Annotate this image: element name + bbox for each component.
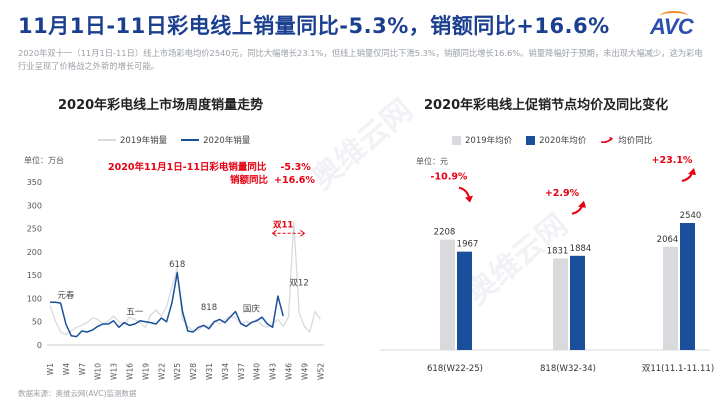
bar-chart-unit: 单位：元 xyxy=(416,157,448,166)
x-tick-label: W1 xyxy=(46,363,55,375)
legend-swatch-2020 xyxy=(181,139,200,141)
yoy-down-arrow-icon xyxy=(458,186,470,198)
bar-2019 xyxy=(553,258,568,350)
series-2020-line xyxy=(50,272,284,338)
x-tick-label: W19 xyxy=(141,363,150,380)
bar-2020 xyxy=(457,251,472,350)
y-tick-label: 300 xyxy=(27,201,42,210)
legend-label-2019-price: 2019年均价 xyxy=(465,136,513,146)
y-tick-label: 50 xyxy=(32,318,42,327)
x-tick-label: W49 xyxy=(300,363,309,380)
peak-label: 元春 xyxy=(57,290,75,301)
yoy-label: +23.1% xyxy=(652,155,693,166)
bar-2019 xyxy=(440,239,455,350)
category-label: 818(W32-34) xyxy=(540,364,596,374)
x-tick-label: W16 xyxy=(126,363,135,380)
bracket-right-arrow-icon xyxy=(300,229,306,237)
x-tick-label: W43 xyxy=(269,363,278,380)
bar-chart-title: 2020年彩电线上促销节点均价及同比变化 xyxy=(424,98,669,113)
headline-2: 销额同比 +16.6% xyxy=(230,172,315,186)
yoy-arrow-icon xyxy=(600,136,614,144)
peak-label: 国庆 xyxy=(243,303,261,314)
peak-label: 双11 xyxy=(273,221,293,231)
legend-swatch-2019 xyxy=(98,139,116,141)
bar-value-label: 2064 xyxy=(657,235,679,245)
bar-2019 xyxy=(663,246,678,350)
category-label: 双11(11.1-11.11) xyxy=(642,364,714,374)
legend-item-2020: 2020年销量 xyxy=(181,134,250,146)
bar-value-label: 1831 xyxy=(547,246,569,256)
y-tick-label: 100 xyxy=(27,294,42,303)
legend-label-2019: 2019年销量 xyxy=(120,136,168,146)
peak-label: 818 xyxy=(201,303,217,313)
category-label: 618(W22-25) xyxy=(427,364,483,374)
x-tick-label: W4 xyxy=(62,363,71,375)
bar-2020 xyxy=(570,255,585,350)
x-tick-label: W25 xyxy=(173,363,182,380)
line-chart-unit: 单位：万台 xyxy=(24,156,64,165)
x-tick-label: W46 xyxy=(285,363,294,380)
x-tick-label: W7 xyxy=(78,363,87,375)
legend-label-2020: 2020年销量 xyxy=(203,136,251,146)
yoy-label: -10.9% xyxy=(431,172,468,183)
bar-2020 xyxy=(680,223,695,350)
y-tick-label: 150 xyxy=(27,271,42,280)
description-text: 2020年双十一（11月1日-11日）线上市场彩电均价2540元，同比大幅增长2… xyxy=(18,48,703,71)
bar-value-label: 1884 xyxy=(570,244,592,254)
y-tick-label: 200 xyxy=(27,248,42,257)
logo-swoosh-icon xyxy=(660,11,688,21)
peak-label: 五一 xyxy=(126,308,144,318)
bar-chart-legend: 2019年均价 2020年均价 均价同比 xyxy=(452,134,652,146)
line-chart-legend: 2019年销量 2020年销量 xyxy=(98,134,250,146)
series-2019-line xyxy=(49,220,321,336)
legend-label-2020-price: 2020年均价 xyxy=(539,136,587,146)
x-tick-label: W28 xyxy=(189,363,198,380)
x-tick-label: W37 xyxy=(237,363,246,380)
bracket-left-arrow-icon xyxy=(271,229,277,237)
x-tick-label: W10 xyxy=(94,363,103,380)
x-tick-label: W22 xyxy=(157,363,166,380)
headline-2-text: 销额同比 xyxy=(230,175,269,186)
page-title: 11月1日-11日彩电线上销量同比-5.3%，销额同比+16.6% xyxy=(18,14,610,38)
legend-item-yoy: 均价同比 xyxy=(600,134,652,146)
legend-swatch-2020-price xyxy=(526,135,536,145)
peak-label: 618 xyxy=(169,260,185,270)
y-tick-label: 0 xyxy=(37,341,42,350)
avc-logo: AVC xyxy=(650,11,694,40)
line-chart-title: 2020年彩电线上市场周度销量走势 xyxy=(58,98,264,113)
legend-item-2019-price: 2019年均价 xyxy=(452,134,512,146)
headline-1-text: 2020年11月1日-11日彩电销量同比 xyxy=(108,162,267,173)
headline-1-value: -5.3% xyxy=(280,162,311,173)
yoy-up-arrowhead-icon xyxy=(578,200,586,208)
legend-label-yoy: 均价同比 xyxy=(618,136,653,146)
headline-1: 2020年11月1日-11日彩电销量同比 -5.3% xyxy=(108,159,311,173)
x-tick-label: W13 xyxy=(110,363,119,380)
line-chart: 0 50 100 150 200 250 300 350 W1 W4 W7 W10 W13 W16 W19 W… xyxy=(27,178,326,380)
legend-item-2020-price: 2020年均价 xyxy=(526,134,586,146)
peak-label: 双12 xyxy=(289,278,308,288)
x-tick-label: W40 xyxy=(253,363,262,380)
y-tick-label: 250 xyxy=(27,225,42,234)
x-tick-label: W52 xyxy=(316,363,325,380)
yoy-label: +2.9% xyxy=(545,188,580,199)
bar-value-label: 2540 xyxy=(680,211,702,221)
y-tick-label: 350 xyxy=(27,178,42,187)
legend-swatch-2019-price xyxy=(452,135,461,145)
x-tick-label: W31 xyxy=(205,363,214,380)
headline-2-value: +16.6% xyxy=(274,175,315,186)
x-tick-label: W34 xyxy=(221,363,230,380)
legend-item-2019: 2019年销量 xyxy=(98,134,167,146)
source-note: 数据来源：奥维云网(AVC)监测数据 xyxy=(18,389,137,398)
bar-value-label: 1967 xyxy=(457,240,479,250)
yoy-up-arrowhead-icon xyxy=(688,168,696,175)
yoy-down-arrowhead-icon xyxy=(465,195,473,203)
bar-value-label: 2208 xyxy=(434,228,456,238)
